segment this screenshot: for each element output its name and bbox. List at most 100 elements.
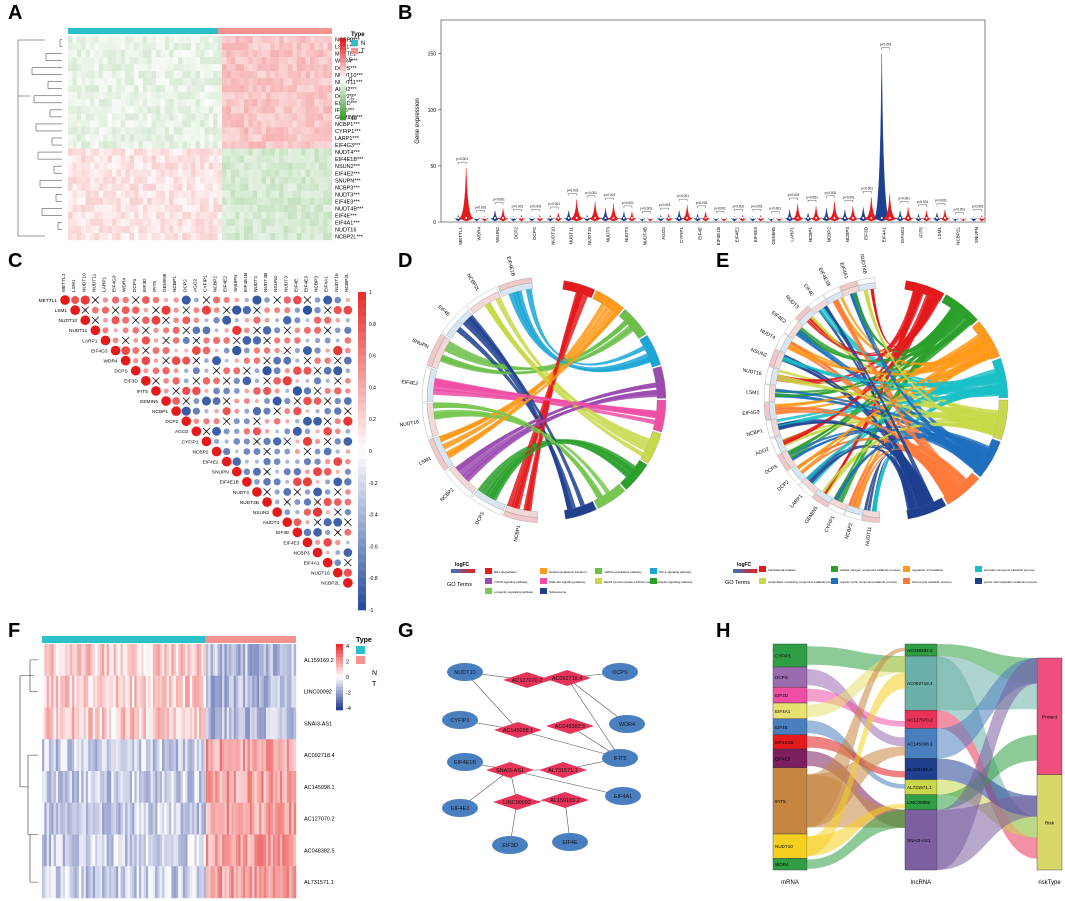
type-bar-normal [42,636,205,643]
heat-cell [230,127,236,135]
corr-circle [243,357,251,364]
heat-cell [242,802,246,835]
corr-circle [293,295,302,305]
heat-cell [314,43,319,51]
heat-cell [310,218,315,227]
heat-cell [134,771,137,803]
heat-cell [69,739,73,772]
corr-circle [102,317,108,323]
heat-cell [97,739,100,772]
heat-cell [196,707,200,740]
heat-cell [270,739,274,772]
heat-cell [235,36,240,44]
term-swatch [759,566,766,572]
heat-cell [222,211,227,220]
corr-circle [122,327,129,334]
heat-cell [259,802,262,835]
heat-cell [314,64,319,72]
heat-cell [314,232,319,241]
heat-cell [240,771,244,803]
heat-cell [99,707,103,740]
heat-cell [239,232,245,241]
heat-cell [187,771,190,803]
heat-cell [213,50,218,58]
heat-cell [151,204,157,213]
heat-cell [76,802,80,835]
heat-cell [173,771,177,803]
colorbar-tick: -0.6 [369,544,378,550]
heat-cell [173,197,179,206]
colorbar-step [358,419,366,428]
heat-cell [240,644,244,676]
x-tick-label: DCPS [532,227,537,240]
heat-cell [58,802,61,835]
heat-cell [327,57,333,65]
heat-cell [127,866,130,899]
heat-cell [272,834,276,867]
heat-cell [95,707,98,740]
heat-cell [191,92,196,100]
heat-cell [247,675,251,708]
heat-cell [283,141,289,149]
heat-cell [160,50,165,58]
x-tick-label: NCBP2 [826,227,831,243]
heat-cell [178,64,183,72]
heat-cell [208,739,211,772]
heat-cell [62,834,66,867]
heat-cell [284,802,287,835]
heat-cell [164,127,170,135]
heat-cell [113,771,117,803]
heat-cell [222,120,227,128]
heat-cell [74,707,77,740]
heat-cell [178,127,183,135]
heat-cell [279,43,284,51]
heat-cell [76,197,82,206]
heat-cell [152,866,156,899]
heat-cell [55,802,59,835]
heat-cell [164,218,170,227]
logfc-arc [426,333,446,368]
heat-cell [323,211,328,220]
corr-circle [344,337,352,344]
pvalue-label: p<0.001 [714,207,726,211]
heat-cell [230,232,236,241]
chord-link [777,390,999,429]
heat-cell [142,169,148,177]
heat-cell [279,134,284,142]
corr-circle [264,418,270,424]
heat-cell [127,771,130,803]
heat-cell [48,802,52,835]
heat-cell [67,644,70,676]
heat-cell [104,771,107,803]
heat-cell [240,866,244,899]
row-label: DCPS [114,369,127,375]
heat-cell [90,50,95,58]
heat-cell [120,92,126,100]
heat-cell [178,183,183,191]
gene-label: LSM1 [418,456,433,467]
corr-circle [343,356,352,365]
heat-cell [81,113,86,121]
mrna-label: DCPS [612,670,628,676]
color-scale-step [340,87,346,92]
gene-label: NUDT4B [858,254,867,275]
heat-cell [314,190,319,198]
heat-cell [261,739,264,772]
chord-link [824,305,934,505]
heat-cell [270,225,275,234]
heat-cell [142,113,148,121]
heat-cell [318,218,324,227]
heat-cell [208,113,214,121]
heat-cell [226,218,231,227]
heat-cell [239,197,245,206]
heat-cell [51,834,54,867]
heat-cell [314,92,319,100]
heat-cell [210,866,214,899]
heat-cell [53,866,57,899]
heat-cell [310,50,315,58]
heat-cell [95,771,98,803]
heat-cell [156,64,161,72]
heat-cell [226,211,231,220]
corr-circle [232,305,242,315]
heat-cell [203,707,207,740]
